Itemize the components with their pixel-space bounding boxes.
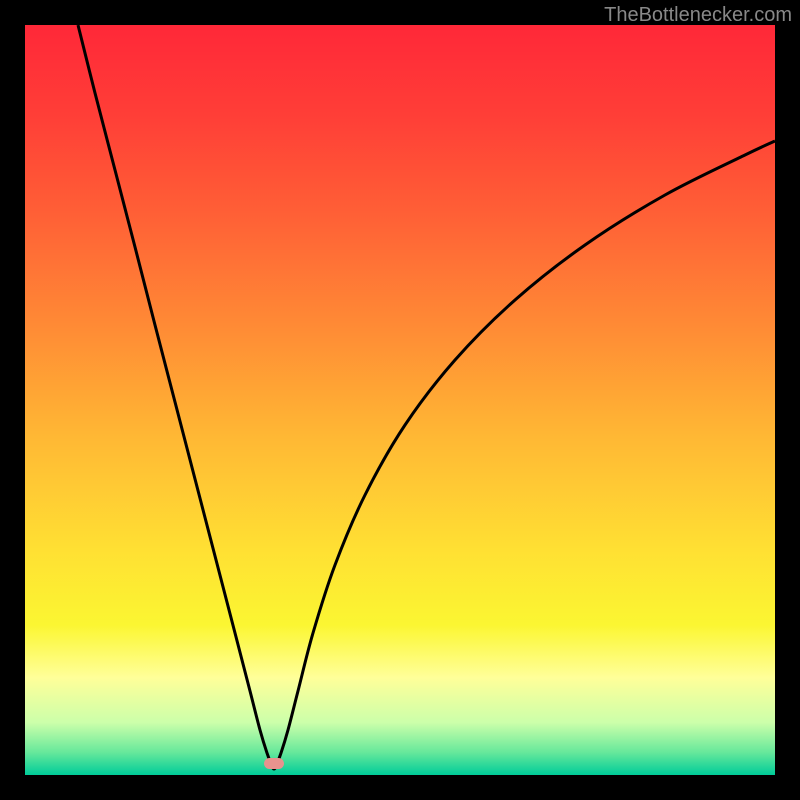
plot-area (25, 25, 775, 775)
watermark-text: TheBottlenecker.com (604, 4, 792, 27)
bottleneck-curve (25, 25, 775, 775)
vertex-marker (264, 758, 284, 769)
